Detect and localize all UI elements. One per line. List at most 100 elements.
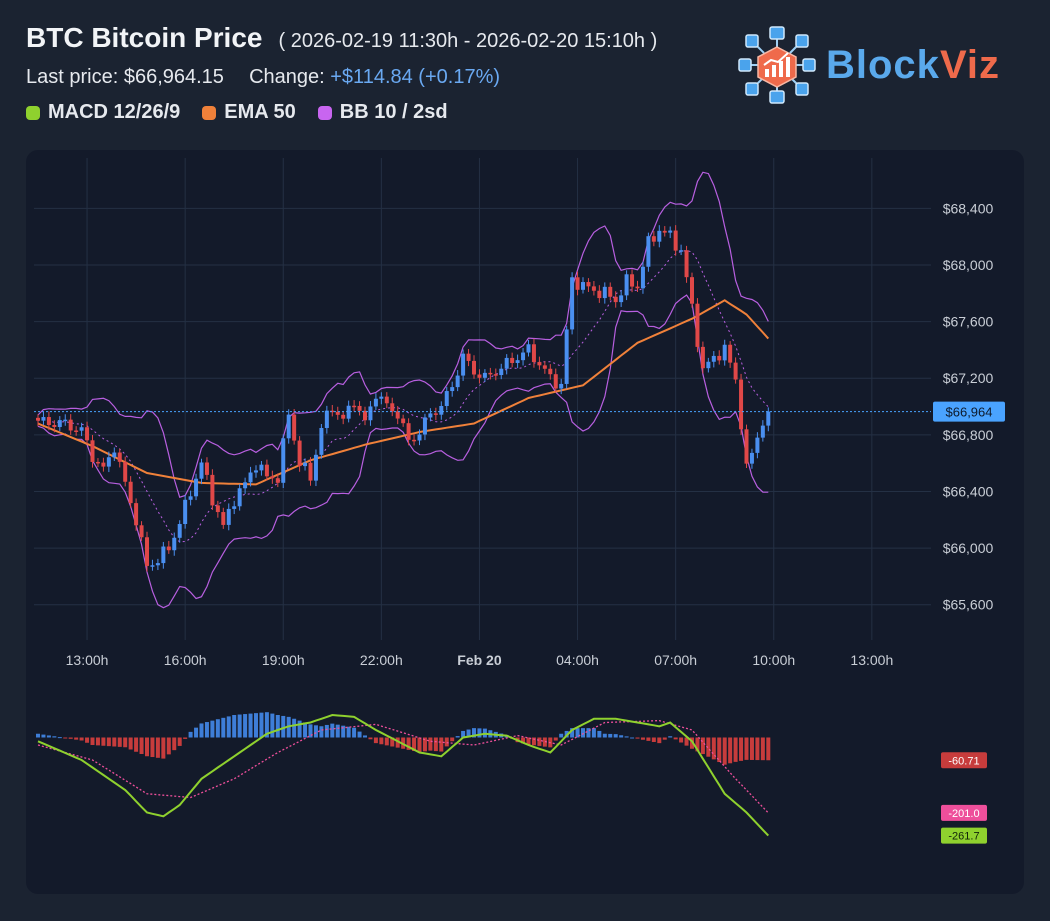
- candle[interactable]: [373, 393, 378, 411]
- candle[interactable]: [646, 232, 651, 272]
- candle[interactable]: [352, 400, 357, 412]
- candle[interactable]: [248, 466, 253, 487]
- candle[interactable]: [57, 416, 62, 432]
- candle[interactable]: [613, 291, 618, 308]
- candle[interactable]: [270, 470, 275, 484]
- candle[interactable]: [597, 285, 602, 303]
- candle[interactable]: [275, 473, 280, 488]
- candle[interactable]: [221, 507, 226, 529]
- candle[interactable]: [335, 406, 340, 420]
- candle[interactable]: [106, 451, 111, 473]
- candle[interactable]: [521, 347, 526, 366]
- candle[interactable]: [68, 414, 73, 435]
- candle[interactable]: [150, 559, 155, 571]
- candle[interactable]: [95, 458, 100, 468]
- candle[interactable]: [635, 280, 640, 293]
- candle[interactable]: [324, 405, 329, 434]
- candle[interactable]: [401, 414, 406, 427]
- candle[interactable]: [319, 423, 324, 459]
- candle[interactable]: [232, 500, 237, 515]
- candle[interactable]: [243, 477, 248, 494]
- candle[interactable]: [139, 521, 144, 541]
- candle[interactable]: [493, 368, 498, 381]
- candle[interactable]: [662, 226, 667, 237]
- candle[interactable]: [602, 282, 607, 304]
- candle[interactable]: [281, 434, 286, 489]
- candle[interactable]: [515, 354, 520, 369]
- candle[interactable]: [74, 426, 79, 436]
- candle[interactable]: [286, 409, 291, 444]
- candle[interactable]: [204, 457, 209, 480]
- candle[interactable]: [341, 411, 346, 425]
- candle[interactable]: [711, 351, 716, 368]
- candle[interactable]: [52, 420, 57, 433]
- candle[interactable]: [581, 277, 585, 294]
- candle[interactable]: [188, 490, 193, 506]
- candle[interactable]: [728, 341, 733, 368]
- candle[interactable]: [439, 401, 444, 420]
- candle[interactable]: [384, 392, 389, 409]
- candle[interactable]: [450, 381, 455, 397]
- candle[interactable]: [79, 422, 84, 437]
- candle[interactable]: [548, 364, 553, 380]
- candle[interactable]: [679, 244, 684, 256]
- candle[interactable]: [161, 541, 166, 569]
- candle[interactable]: [210, 469, 215, 510]
- candle[interactable]: [41, 411, 46, 425]
- chart-canvas[interactable]: $65,600 $66,000 $66,400 $66,800 $67,200 $67,6…: [26, 150, 1024, 894]
- candle[interactable]: [46, 411, 51, 431]
- candle[interactable]: [90, 434, 95, 468]
- candle[interactable]: [657, 225, 662, 248]
- candle[interactable]: [499, 363, 504, 380]
- candle[interactable]: [199, 458, 204, 485]
- candle[interactable]: [668, 226, 673, 239]
- candle[interactable]: [155, 558, 160, 571]
- candle[interactable]: [575, 271, 580, 296]
- candle[interactable]: [760, 420, 765, 442]
- candle[interactable]: [690, 272, 694, 308]
- candle[interactable]: [101, 457, 106, 472]
- candle[interactable]: [733, 357, 738, 384]
- candle[interactable]: [145, 531, 149, 572]
- candle[interactable]: [428, 408, 433, 422]
- candle[interactable]: [357, 401, 362, 416]
- candle[interactable]: [346, 400, 351, 423]
- candle[interactable]: [570, 272, 575, 335]
- candle[interactable]: [684, 245, 689, 283]
- candle[interactable]: [504, 354, 509, 375]
- candle[interactable]: [412, 434, 417, 446]
- candle[interactable]: [259, 461, 264, 476]
- candle[interactable]: [166, 540, 171, 554]
- candle[interactable]: [297, 436, 302, 472]
- candle[interactable]: [717, 350, 722, 365]
- candle[interactable]: [477, 369, 482, 384]
- candle[interactable]: [237, 484, 242, 511]
- candle[interactable]: [722, 339, 727, 366]
- candle[interactable]: [444, 386, 449, 411]
- candle[interactable]: [417, 429, 422, 446]
- candle[interactable]: [254, 465, 258, 478]
- candle[interactable]: [651, 231, 656, 247]
- candle[interactable]: [700, 341, 705, 374]
- legend-item-ema[interactable]: EMA 50: [202, 101, 296, 124]
- candle[interactable]: [177, 520, 182, 543]
- candle[interactable]: [749, 448, 754, 469]
- candle[interactable]: [640, 261, 645, 294]
- candle[interactable]: [308, 457, 313, 486]
- legend-item-macd[interactable]: MACD 12/26/9: [26, 101, 180, 124]
- candle[interactable]: [537, 356, 542, 370]
- candle[interactable]: [744, 424, 749, 468]
- candle[interactable]: [226, 503, 231, 531]
- candle[interactable]: [292, 409, 297, 445]
- candle[interactable]: [123, 456, 128, 487]
- candle[interactable]: [390, 397, 395, 417]
- candle[interactable]: [488, 367, 493, 380]
- candle[interactable]: [395, 406, 400, 425]
- candle[interactable]: [531, 338, 536, 368]
- legend-item-bb[interactable]: BB 10 / 2sd: [317, 101, 448, 124]
- candle[interactable]: [112, 447, 117, 462]
- candle[interactable]: [36, 414, 40, 427]
- candle[interactable]: [739, 373, 744, 435]
- candle[interactable]: [379, 392, 384, 405]
- candle[interactable]: [172, 532, 177, 556]
